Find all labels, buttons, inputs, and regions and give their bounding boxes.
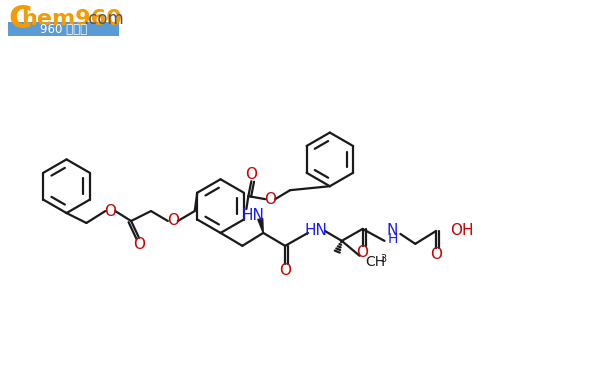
Text: O: O (167, 213, 179, 228)
Text: O: O (430, 247, 442, 262)
Text: N: N (387, 224, 398, 238)
Text: O: O (133, 237, 145, 252)
Text: C: C (8, 4, 31, 35)
FancyBboxPatch shape (8, 22, 119, 36)
Text: HN: HN (242, 207, 265, 222)
Text: O: O (264, 192, 276, 207)
Text: .com: .com (83, 10, 124, 28)
Text: HN: HN (304, 224, 327, 238)
Text: 3: 3 (381, 254, 387, 264)
Text: O: O (356, 245, 368, 260)
Text: 960 化工网: 960 化工网 (40, 23, 87, 36)
Text: hem960: hem960 (21, 9, 122, 29)
Text: O: O (279, 263, 291, 278)
Text: O: O (104, 204, 116, 219)
Text: O: O (246, 167, 257, 182)
Text: OH: OH (450, 224, 474, 238)
Text: H: H (387, 232, 397, 246)
Text: CH: CH (365, 255, 386, 269)
Polygon shape (258, 219, 263, 233)
